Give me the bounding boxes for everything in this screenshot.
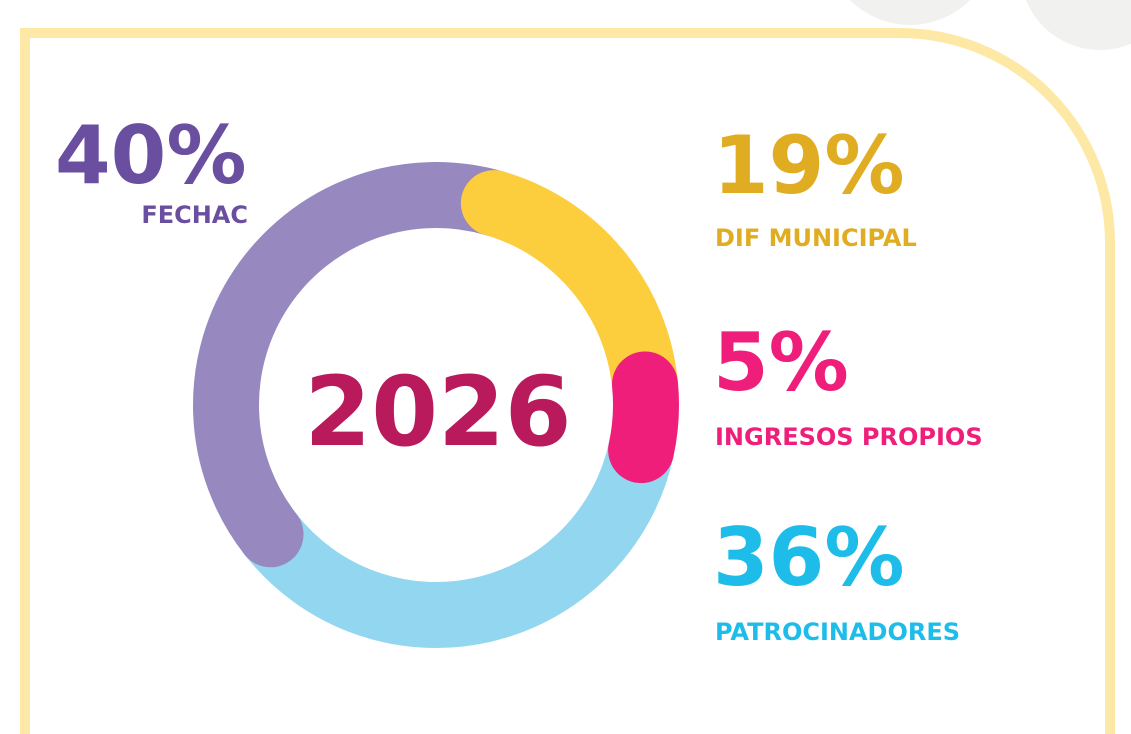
category-label: PATROCINADORES [715, 618, 960, 646]
decoration [1025, 0, 1131, 50]
donut-slice [460, 170, 678, 418]
donut-slice [237, 417, 675, 648]
donut [193, 162, 679, 648]
value-label: 36% [713, 511, 904, 604]
center-label: 2026 [304, 356, 571, 468]
donut-slice [193, 162, 527, 568]
value-label: 40% [55, 109, 246, 202]
value-label: 5% [713, 316, 849, 409]
value-label: 19% [713, 119, 904, 212]
frame [20, 28, 1115, 734]
decoration [849, 0, 971, 25]
donut-slice [608, 351, 679, 484]
category-label: DIF MUNICIPAL [715, 224, 917, 252]
category-label: FECHAC [141, 201, 248, 229]
category-label: INGRESOS PROPIOS [715, 423, 983, 451]
